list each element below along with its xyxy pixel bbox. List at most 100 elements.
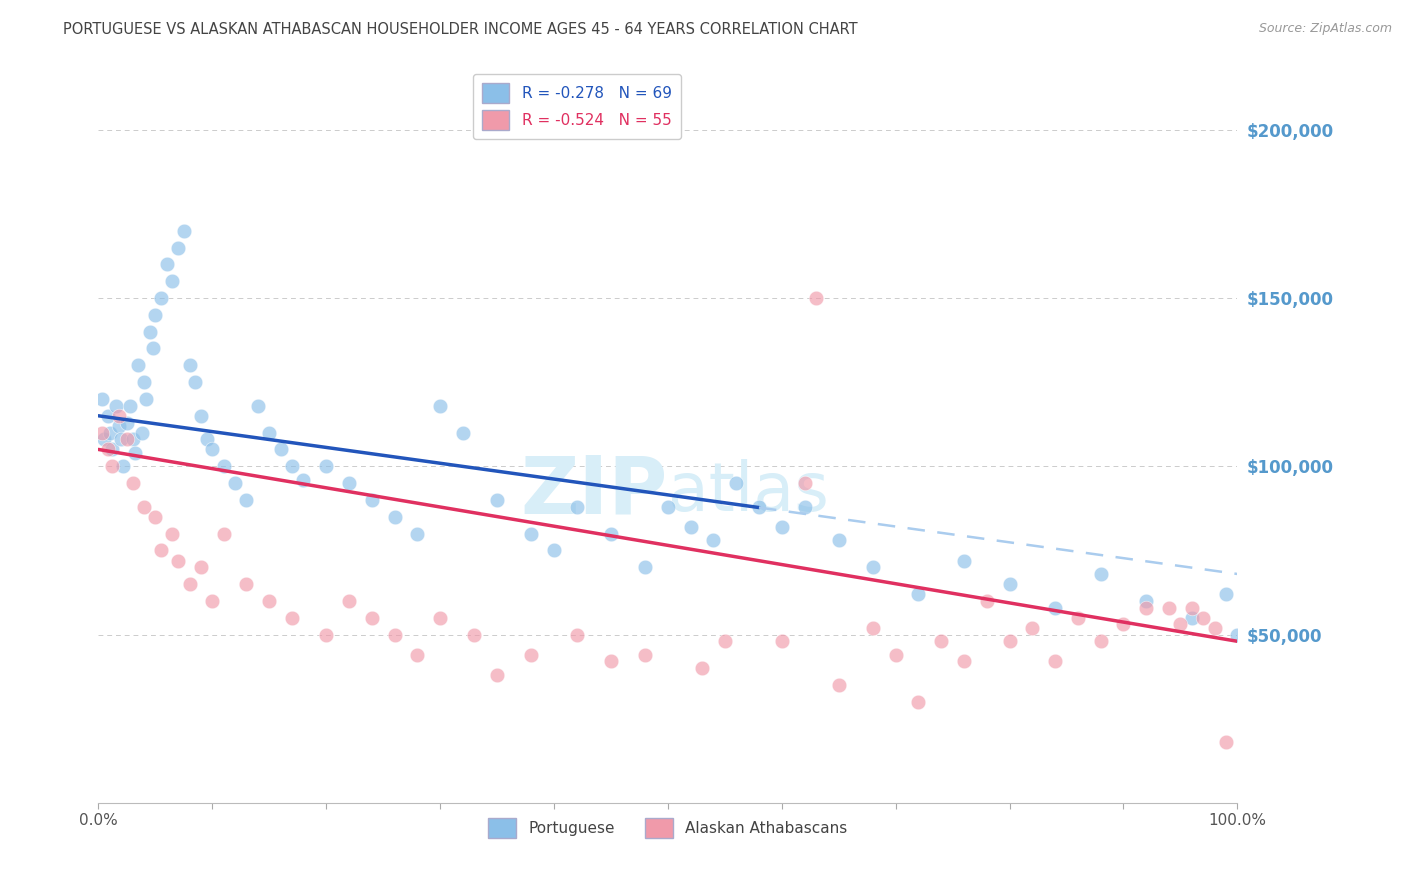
- Point: [246, 399, 269, 413]
- Point: [127, 359, 149, 373]
- Point: [167, 553, 190, 567]
- Point: [1043, 600, 1066, 615]
- Point: [543, 543, 565, 558]
- Point: [162, 526, 184, 541]
- Point: [953, 655, 976, 669]
- Point: [953, 553, 976, 567]
- Point: [235, 577, 257, 591]
- Point: [976, 594, 998, 608]
- Point: [337, 594, 360, 608]
- Point: [224, 476, 246, 491]
- Point: [725, 476, 748, 491]
- Point: [929, 634, 952, 648]
- Point: [179, 577, 201, 591]
- Point: [384, 627, 406, 641]
- Point: [804, 291, 827, 305]
- Point: [93, 433, 115, 447]
- Point: [565, 627, 588, 641]
- Point: [770, 520, 793, 534]
- Point: [907, 695, 929, 709]
- Point: [184, 375, 207, 389]
- Point: [1192, 610, 1215, 624]
- Point: [770, 634, 793, 648]
- Point: [1215, 735, 1237, 749]
- Point: [90, 392, 112, 406]
- Point: [1135, 600, 1157, 615]
- Text: atlas: atlas: [668, 458, 828, 524]
- Point: [862, 621, 884, 635]
- Point: [212, 526, 235, 541]
- Point: [115, 433, 138, 447]
- Point: [132, 375, 155, 389]
- Point: [634, 560, 657, 574]
- Point: [429, 399, 451, 413]
- Point: [406, 526, 429, 541]
- Point: [110, 433, 132, 447]
- Point: [201, 594, 224, 608]
- Point: [360, 610, 382, 624]
- Point: [112, 459, 135, 474]
- Point: [884, 648, 907, 662]
- Legend: Portuguese, Alaskan Athabascans: Portuguese, Alaskan Athabascans: [479, 809, 856, 847]
- Point: [195, 433, 218, 447]
- Point: [190, 560, 212, 574]
- Point: [406, 648, 429, 662]
- Point: [1204, 621, 1226, 635]
- Point: [173, 224, 195, 238]
- Point: [384, 509, 406, 524]
- Point: [360, 492, 382, 507]
- Point: [690, 661, 713, 675]
- Point: [634, 648, 657, 662]
- Point: [793, 500, 815, 514]
- Point: [702, 533, 724, 548]
- Point: [1157, 600, 1180, 615]
- Point: [190, 409, 212, 423]
- Point: [657, 500, 679, 514]
- Point: [145, 308, 167, 322]
- Point: [162, 274, 184, 288]
- Point: [281, 610, 304, 624]
- Point: [565, 500, 588, 514]
- Point: [150, 543, 173, 558]
- Point: [270, 442, 292, 457]
- Point: [292, 473, 315, 487]
- Point: [115, 416, 138, 430]
- Point: [600, 655, 623, 669]
- Point: [150, 291, 173, 305]
- Text: ZIP: ZIP: [520, 453, 668, 531]
- Point: [1181, 610, 1204, 624]
- Point: [679, 520, 702, 534]
- Point: [90, 425, 112, 440]
- Point: [201, 442, 224, 457]
- Point: [259, 594, 281, 608]
- Point: [108, 418, 131, 433]
- Text: Source: ZipAtlas.com: Source: ZipAtlas.com: [1258, 22, 1392, 36]
- Point: [1226, 627, 1249, 641]
- Point: [1021, 621, 1043, 635]
- Point: [120, 399, 142, 413]
- Point: [337, 476, 360, 491]
- Point: [101, 459, 124, 474]
- Point: [145, 509, 167, 524]
- Point: [281, 459, 304, 474]
- Point: [156, 257, 179, 271]
- Point: [121, 433, 143, 447]
- Point: [1043, 655, 1066, 669]
- Point: [1135, 594, 1157, 608]
- Point: [828, 678, 851, 692]
- Point: [138, 325, 160, 339]
- Point: [315, 627, 337, 641]
- Point: [315, 459, 337, 474]
- Point: [1181, 600, 1204, 615]
- Point: [132, 500, 155, 514]
- Point: [1067, 610, 1090, 624]
- Point: [748, 500, 770, 514]
- Point: [793, 476, 815, 491]
- Point: [98, 425, 121, 440]
- Point: [235, 492, 257, 507]
- Point: [1112, 617, 1135, 632]
- Point: [124, 446, 146, 460]
- Point: [998, 577, 1021, 591]
- Point: [520, 648, 543, 662]
- Point: [96, 442, 118, 457]
